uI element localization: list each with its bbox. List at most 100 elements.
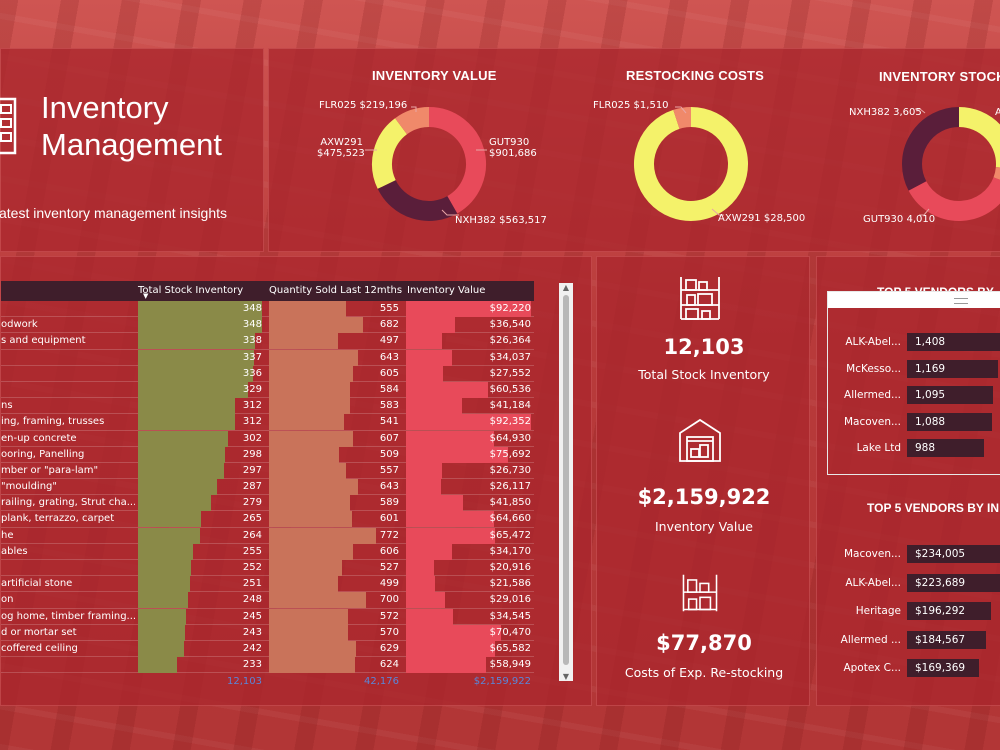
- vendor-value: 1,408: [915, 336, 946, 348]
- table-row[interactable]: s and equipment 338 497 $26,364: [1, 333, 534, 350]
- cell-stock: 251: [242, 578, 262, 590]
- table-row[interactable]: he 264 772 $65,472: [1, 527, 534, 544]
- table-row[interactable]: og home, timber framing... 245 572 $34,545: [1, 608, 534, 625]
- vendor-name: Macoven...: [843, 548, 901, 560]
- inventory-table-panel: Total Stock Inventory ▼ Quantity Sold La…: [0, 256, 592, 706]
- sold-bar: [269, 592, 366, 609]
- table-scrollbar[interactable]: ▲ ▼: [559, 283, 573, 681]
- vendor-bar[interactable]: $223,689: [907, 573, 1000, 592]
- donut0-label-nxh382: NXH382 $563,517: [455, 215, 547, 226]
- cell-stock: 245: [242, 610, 262, 622]
- vendor-value: 1,088: [915, 415, 946, 428]
- cell-stock: 338: [242, 335, 262, 347]
- table-row[interactable]: odwork 348 682 $36,540: [1, 317, 534, 334]
- table-totals-row: 12,103 42,176 $2,159,922: [1, 676, 534, 690]
- sold-bar: [269, 381, 350, 398]
- row-name: s and equipment: [1, 335, 86, 347]
- donut0-label-gut930: GUT930 $901,686: [489, 137, 537, 159]
- donut-title-inventory-stock: INVENTORY STOCK U: [879, 69, 1000, 84]
- donut-segment[interactable]: [673, 107, 692, 129]
- scrollbar-thumb[interactable]: [563, 295, 569, 665]
- cell-value: $26,730: [489, 464, 531, 476]
- table-row[interactable]: 329 584 $60,536: [1, 381, 534, 399]
- table-row[interactable]: railing, grating, Strut cha... 279 589 $41,…: [1, 495, 534, 512]
- cell-sold: 607: [379, 432, 399, 444]
- table-row[interactable]: ns 312 583 $41,184: [1, 398, 534, 415]
- table-row[interactable]: artificial stone 251 499 $21,586: [1, 576, 534, 593]
- table-row[interactable]: mber or "para-lam" 297 557 $26,730: [1, 462, 534, 480]
- row-name: he: [1, 529, 14, 541]
- table-row[interactable]: plank, terrazzo, carpet 265 601 $64,660: [1, 511, 534, 528]
- donut-chart-inventory-stock[interactable]: [899, 104, 1000, 224]
- stock-bar: [138, 333, 255, 350]
- table-row[interactable]: 252 527 $20,916: [1, 560, 534, 577]
- table-row[interactable]: 233 624 $58,949: [1, 657, 534, 674]
- vendor-bar[interactable]: 988: [907, 439, 984, 457]
- table-row[interactable]: 337 643 $34,037: [1, 349, 534, 366]
- restock-shelf-icon: [682, 574, 718, 612]
- stock-bar: [138, 495, 211, 512]
- sold-bar: [269, 333, 338, 350]
- donut-chart-restocking-costs[interactable]: [631, 104, 751, 224]
- drag-handle-icon[interactable]: [828, 292, 1000, 308]
- value-bar: [406, 414, 531, 431]
- vendor-value: 1,095: [915, 389, 946, 401]
- column-header-value[interactable]: Inventory Value: [407, 285, 486, 296]
- donut-segment[interactable]: [428, 107, 486, 214]
- vendors-value-title: TOP 5 VENDORS BY IN: [867, 501, 1000, 515]
- scroll-up-icon[interactable]: ▲: [562, 283, 570, 292]
- table-row[interactable]: 348 555 $92,220: [1, 301, 534, 318]
- table-row[interactable]: on 248 700 $29,016: [1, 592, 534, 609]
- row-name: odwork: [1, 319, 38, 331]
- table-row[interactable]: coffered ceiling 242 629 $65,582: [1, 640, 534, 658]
- donut-segment[interactable]: [958, 107, 1000, 168]
- cell-stock: 248: [242, 594, 262, 606]
- vendor-bar[interactable]: $169,369: [907, 659, 979, 677]
- vendor-bar[interactable]: 1,169: [907, 359, 998, 378]
- donut0-label-axw291: AXW291 $475,523: [317, 137, 365, 159]
- donut1-label-axw291: AXW291 $28,500: [718, 213, 806, 224]
- table-row[interactable]: ables 255 606 $34,170: [1, 543, 534, 560]
- vendor-bar[interactable]: $234,005: [907, 545, 1000, 563]
- donut-segment[interactable]: [902, 107, 960, 191]
- vendor-bar[interactable]: $196,292: [907, 602, 991, 620]
- row-name: og home, timber framing...: [1, 610, 135, 622]
- vendor-value: $234,005: [915, 548, 966, 560]
- table-row[interactable]: "moulding" 287 643 $26,117: [1, 479, 534, 496]
- table-header: Total Stock Inventory ▼ Quantity Sold La…: [1, 281, 534, 301]
- vendors-units-card[interactable]: [827, 291, 1000, 475]
- donut-segment[interactable]: [395, 107, 430, 135]
- cell-stock: 242: [242, 642, 262, 654]
- table-row[interactable]: d or mortar set 243 570 $70,470: [1, 624, 534, 641]
- value-bar: [406, 398, 462, 415]
- table-row[interactable]: en-up concrete 302 607 $64,930: [1, 430, 534, 447]
- column-header-stock[interactable]: Total Stock Inventory: [138, 285, 244, 296]
- cell-sold: 570: [379, 626, 399, 638]
- vendors-panel: TOP 5 VENDORS BY ALK-Abel...1,408McKesso…: [816, 256, 1000, 706]
- donut-segment[interactable]: [634, 107, 748, 221]
- donut-chart-inventory-value[interactable]: [369, 104, 489, 224]
- vendor-bar[interactable]: 1,088: [907, 412, 992, 431]
- donut-segment[interactable]: [377, 179, 458, 221]
- value-bar: [406, 527, 495, 544]
- stock-bar: [138, 640, 184, 657]
- cell-value: $70,470: [489, 626, 531, 638]
- sold-bar: [269, 398, 350, 415]
- scroll-down-icon[interactable]: ▼: [562, 672, 570, 681]
- sold-bar: [269, 349, 358, 366]
- vendor-bar[interactable]: 1,095: [907, 386, 993, 404]
- vendor-bar[interactable]: $184,567: [907, 630, 986, 649]
- donut0-label-flr025: FLR025 $219,196: [319, 100, 408, 111]
- donut-segment[interactable]: [372, 118, 408, 189]
- donut-segment[interactable]: [908, 176, 1000, 221]
- sold-bar: [269, 527, 376, 544]
- table-row[interactable]: 336 605 $27,552: [1, 365, 534, 382]
- vendor-bar[interactable]: 1,408: [907, 333, 1000, 351]
- table-row[interactable]: ooring, Panelling 298 509 $75,692: [1, 446, 534, 463]
- cell-stock: 233: [242, 659, 262, 671]
- row-name: en-up concrete: [1, 432, 77, 444]
- row-name: artificial stone: [1, 578, 73, 590]
- cell-stock: 243: [242, 626, 262, 638]
- column-header-sold[interactable]: Quantity Sold Last 12mths: [269, 285, 403, 296]
- table-row[interactable]: ing, framing, trusses 312 541 $92,352: [1, 414, 534, 431]
